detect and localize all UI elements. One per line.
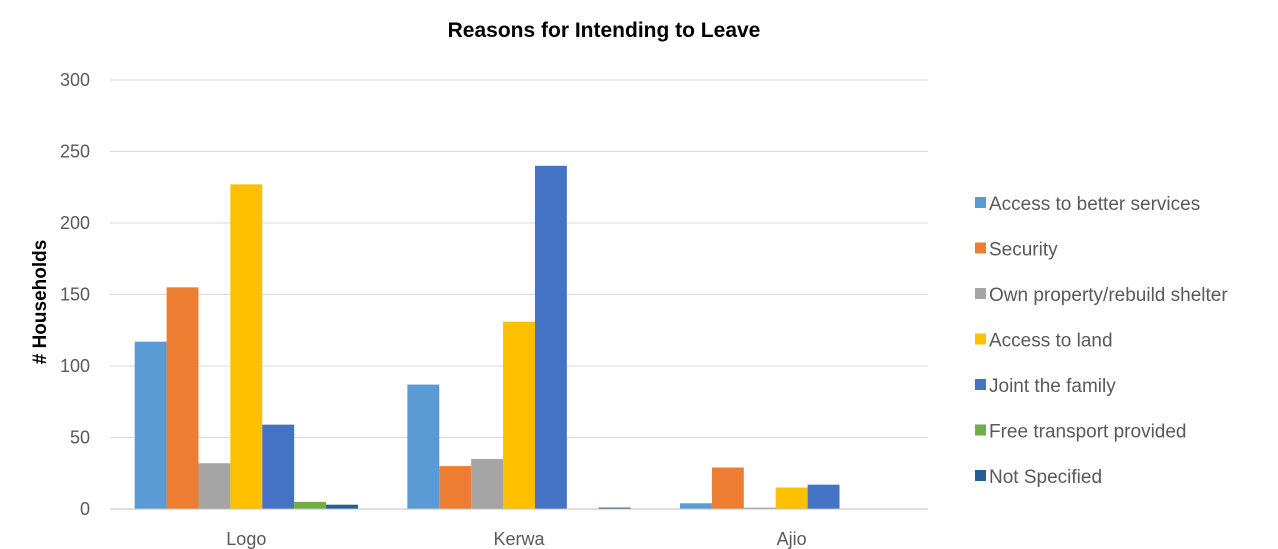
- y-tick-label: 300: [60, 70, 90, 90]
- bar: [775, 487, 808, 509]
- legend-swatch: [975, 379, 986, 390]
- legend-item: Own property/rebuild shelter: [975, 285, 1228, 306]
- legend-label: Own property/rebuild shelter: [989, 285, 1228, 306]
- legend-item: Access to better services: [975, 194, 1200, 215]
- legend-swatch: [975, 242, 986, 254]
- legend-swatch: [975, 197, 986, 208]
- legend: Access to better services Security Own pro…: [975, 194, 1228, 488]
- bar: [743, 507, 776, 509]
- legend-swatch: [975, 424, 986, 436]
- bar: [807, 484, 840, 509]
- bar: [598, 507, 631, 509]
- bar: [134, 341, 167, 509]
- y-tick-label: 150: [60, 285, 90, 305]
- legend-item: Security: [975, 240, 1058, 261]
- y-tick-label: 250: [60, 142, 90, 162]
- legend-item: Free transport provided: [975, 422, 1187, 443]
- x-tick-label: Logo: [226, 529, 266, 549]
- bar: [471, 458, 504, 509]
- bar: [198, 463, 231, 509]
- bar: [166, 287, 199, 509]
- y-axis-ticks: 0 50 100 150 200 250 300: [60, 70, 90, 519]
- legend-swatch: [975, 470, 986, 481]
- legend-swatch: [975, 288, 986, 299]
- bar: [439, 466, 472, 509]
- legend-item: Joint the family: [975, 376, 1116, 397]
- bar: [326, 504, 358, 509]
- y-axis-label: # Households: [30, 240, 51, 365]
- legend-label: Joint the family: [989, 376, 1116, 397]
- bar: [503, 321, 535, 509]
- legend-swatch: [975, 333, 986, 345]
- chart-title: Reasons for Intending to Leave: [448, 19, 761, 42]
- y-tick-label: 50: [70, 428, 90, 448]
- legend-item: Access to land: [975, 331, 1113, 352]
- bar: [680, 503, 712, 509]
- legend-label: Access to land: [989, 331, 1113, 352]
- y-tick-label: 100: [60, 356, 90, 376]
- legend-label: Free transport provided: [989, 422, 1187, 443]
- legend-item: Not Specified: [975, 467, 1102, 488]
- bar: [407, 384, 440, 509]
- bar: [711, 467, 744, 509]
- legend-label: Security: [989, 240, 1058, 261]
- y-tick-label: 200: [60, 213, 90, 233]
- bar: [262, 424, 295, 509]
- bar: [534, 165, 567, 510]
- x-axis-ticks: Logo Kerwa Ajio: [226, 529, 806, 549]
- y-tick-label: 0: [80, 499, 90, 519]
- bars: [134, 165, 840, 510]
- x-tick-label: Ajio: [777, 529, 807, 549]
- bar: [230, 184, 263, 509]
- legend-label: Access to better services: [989, 194, 1200, 215]
- legend-label: Not Specified: [989, 467, 1102, 488]
- x-tick-label: Kerwa: [493, 529, 545, 549]
- bar: [294, 501, 327, 509]
